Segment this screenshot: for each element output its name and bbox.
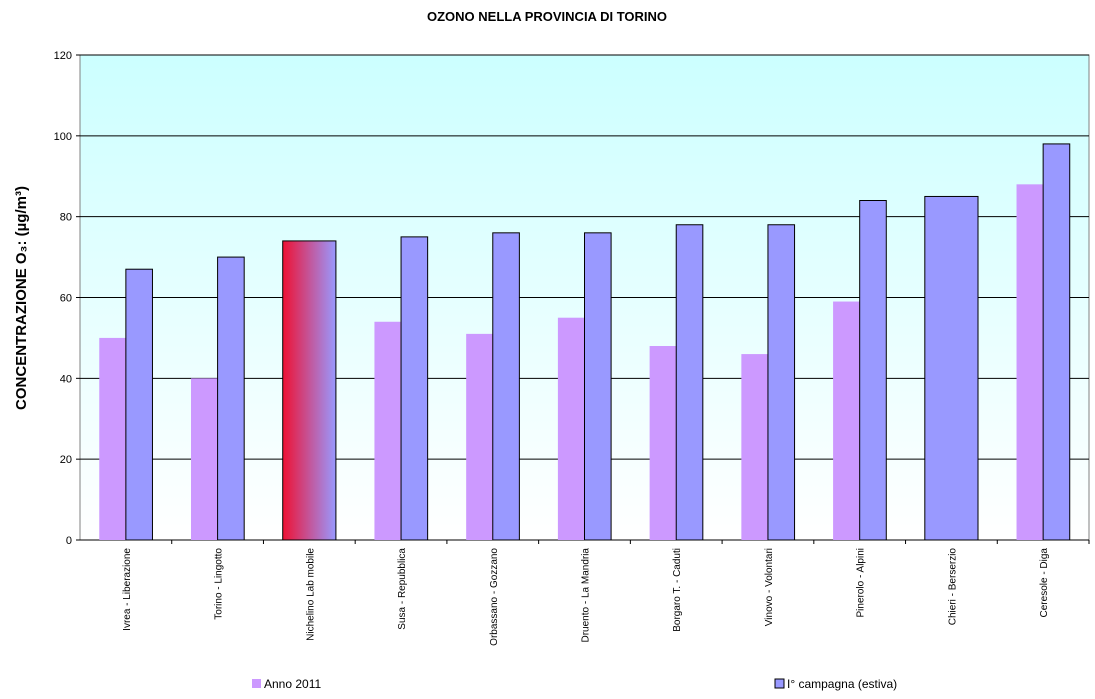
y-tick-label: 40 [60, 373, 72, 385]
bar [1042, 143, 1071, 541]
y-tick-label: 80 [60, 212, 72, 224]
bar [859, 200, 887, 541]
x-tick-label: Ivrea - Liberazione [122, 548, 133, 631]
x-tick-label: Chieri - Berserzio [947, 548, 958, 626]
bar [125, 268, 153, 541]
bar [217, 256, 245, 541]
bar [767, 224, 796, 541]
bar [492, 232, 520, 541]
bar [99, 337, 126, 540]
x-tick-label: Torino - Lingotto [214, 548, 225, 620]
bar [675, 224, 704, 541]
bar [1016, 184, 1044, 541]
bar [741, 354, 768, 540]
bar [649, 346, 677, 540]
legend-swatch [252, 679, 261, 688]
bar [924, 195, 979, 541]
y-tick-label: 20 [60, 454, 72, 466]
bar [400, 236, 429, 541]
x-tick-label: Borgaro T. - Caduti [672, 548, 683, 632]
legend-label: Anno 2011 [264, 677, 321, 691]
bar [833, 301, 860, 540]
legend-label: I° campagna (estiva) [787, 677, 897, 691]
x-tick-label: Druento - La Mandria [581, 548, 592, 643]
y-tick-label: 0 [66, 535, 72, 547]
x-tick-label: Vinovo - Volontari [764, 548, 775, 626]
y-tick-label: 100 [54, 131, 72, 143]
x-tick-label: Ceresole - Diga [1039, 548, 1050, 618]
y-tick-label: 60 [60, 293, 72, 305]
x-tick-label: Nichelino Lab mobile [305, 548, 316, 641]
bar [557, 317, 585, 540]
bar [190, 378, 218, 540]
x-tick-label: Susa - Repubblica [397, 548, 408, 630]
bar [374, 321, 402, 540]
bar [466, 333, 493, 540]
x-tick-label: Orbassano - Gozzano [489, 548, 500, 646]
y-tick-label: 120 [54, 50, 72, 62]
bar [282, 240, 337, 541]
x-tick-label: Pinerolo - Alpini [856, 548, 867, 617]
legend-swatch [774, 678, 785, 689]
y-axis-title: CONCENTRAZIONE O₃: (µg/m³) [13, 186, 30, 410]
chart-title: OZONO NELLA PROVINCIA DI TORINO [427, 9, 667, 24]
bar [584, 232, 612, 541]
